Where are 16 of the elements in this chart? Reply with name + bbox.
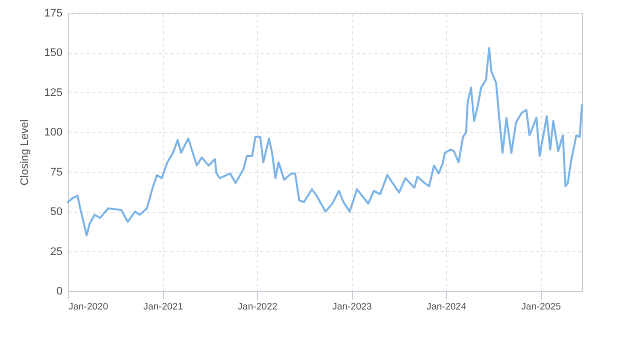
x-tick-label: Jan-2024 bbox=[426, 302, 466, 312]
y-axis-title: Closing Level bbox=[19, 119, 32, 186]
y-tick-label: 175 bbox=[44, 8, 62, 20]
x-tick-label: Jan-2023 bbox=[332, 302, 372, 312]
y-tick-label: 0 bbox=[56, 286, 62, 298]
y-tick-label: 75 bbox=[50, 166, 62, 178]
y-tick-label: 125 bbox=[44, 86, 62, 99]
y-tick-label: 100 bbox=[44, 126, 62, 139]
x-tick-label: Jan-2020 bbox=[68, 302, 108, 312]
x-tick-label: Jan-2021 bbox=[143, 302, 183, 312]
x-tick-label: Jan-2022 bbox=[238, 302, 278, 312]
line-series bbox=[67, 46, 583, 236]
x-tick-label: Jan-2025 bbox=[521, 302, 561, 312]
y-tick-label: 25 bbox=[50, 246, 62, 258]
y-tick-label: 150 bbox=[44, 47, 62, 60]
y-tick-label: 50 bbox=[50, 206, 62, 218]
